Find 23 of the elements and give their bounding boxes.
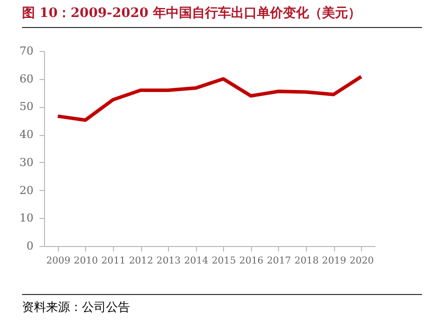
x-tick-label: 2018 bbox=[294, 256, 319, 266]
y-tick-label: 10 bbox=[20, 212, 34, 225]
line-series bbox=[56, 74, 363, 122]
x-tick-label: 2011 bbox=[101, 256, 126, 266]
x-tick-label: 2019 bbox=[322, 256, 346, 266]
x-tick-label: 2012 bbox=[128, 256, 154, 266]
x-tick-label: 2016 bbox=[239, 256, 264, 266]
x-tick-label: 2015 bbox=[212, 256, 236, 266]
y-tick-label: 70 bbox=[20, 44, 34, 58]
y-tick-label: 40 bbox=[20, 128, 34, 142]
chart-title: 图 10：2009-2020 年中国自行车出口单价变化（美元） bbox=[22, 4, 422, 28]
x-tick-label: 2020 bbox=[350, 256, 374, 266]
y-tick-label: 0 bbox=[26, 240, 34, 252]
x-tick-label: 2017 bbox=[266, 256, 292, 266]
x-tick-label: 2010 bbox=[74, 256, 98, 266]
y-tick-label: 30 bbox=[20, 156, 34, 169]
x-tick-label: 2009 bbox=[46, 256, 70, 266]
x-tick-label: 2013 bbox=[156, 256, 181, 266]
y-tick-label: 50 bbox=[20, 100, 34, 114]
y-tick-label: 60 bbox=[20, 72, 34, 86]
x-tick-label: 2014 bbox=[184, 256, 208, 266]
text: 资料来源：公司公告 bbox=[22, 294, 422, 316]
y-tick-label: 20 bbox=[20, 184, 34, 197]
